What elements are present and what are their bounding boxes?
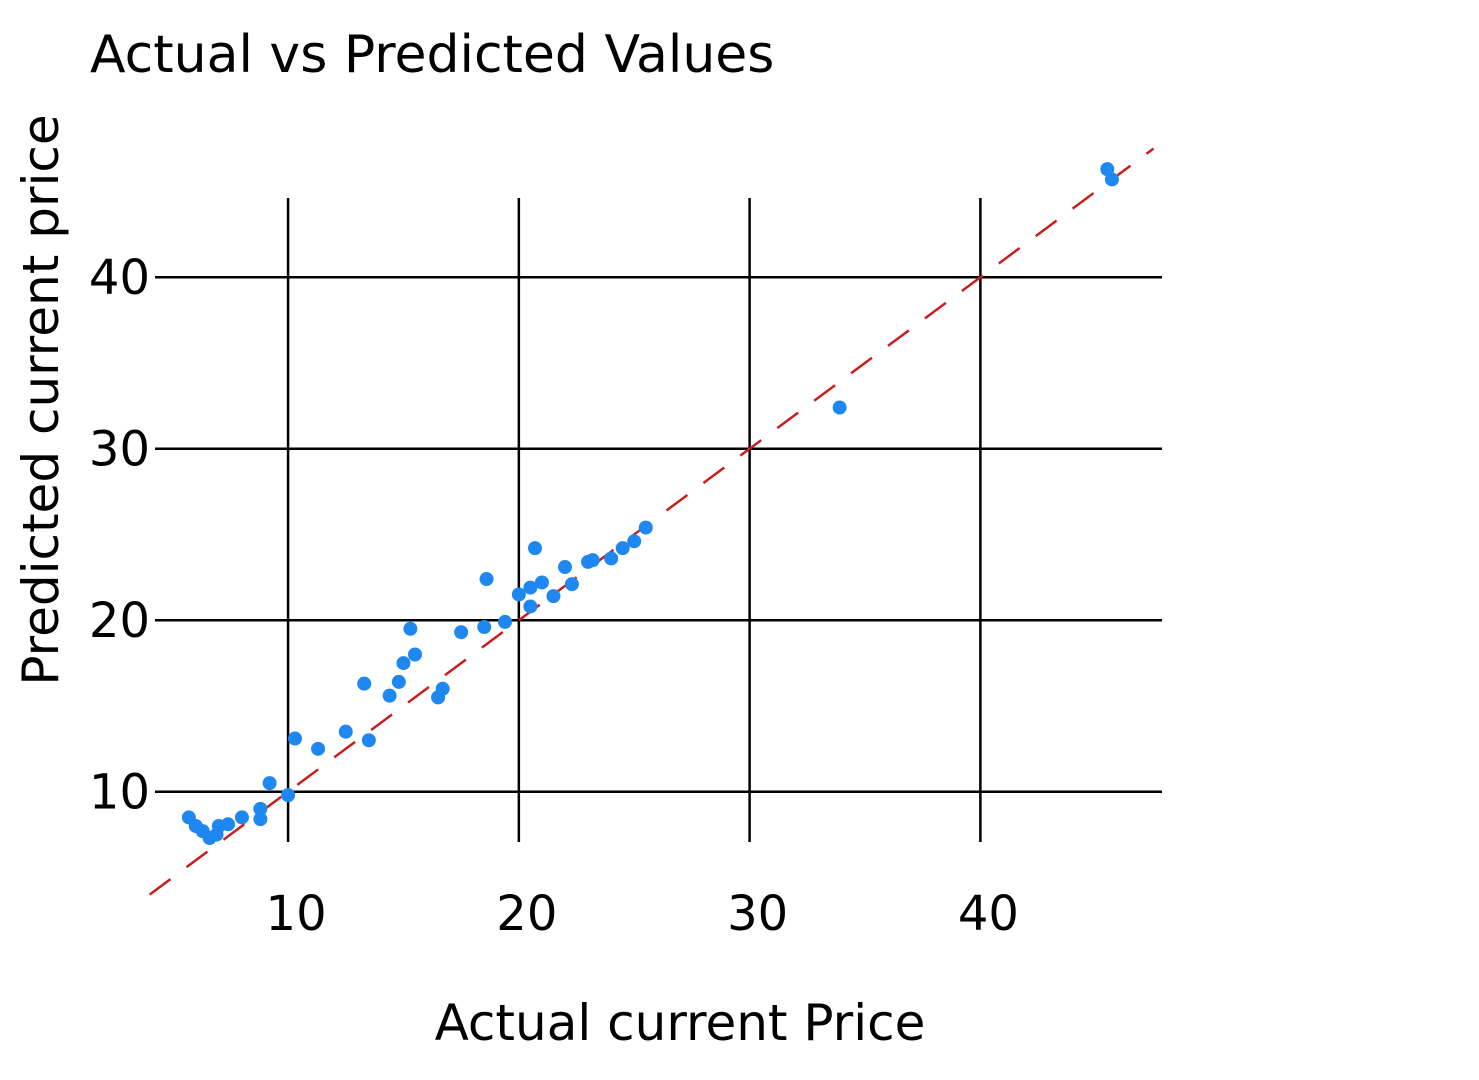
reference-line [148,147,1155,896]
data-point [604,551,619,566]
y-axis-label: Predicted current price [12,114,70,685]
y-gridlines [155,275,1162,793]
x-tick-label-30: 30 [727,886,788,942]
y-tick-label-30: 30 [89,422,150,478]
data-point [1104,172,1119,187]
data-point [361,733,376,748]
data-point [396,656,411,671]
y-tick-label-10: 10 [89,765,150,821]
data-point [454,625,469,640]
x-tick-labels: 10 20 30 40 [266,886,1019,942]
data-point [253,812,268,827]
data-point [511,587,526,602]
y-tick-label-20: 20 [89,593,150,649]
data-point [534,575,549,590]
data-point [523,599,538,614]
data-point [382,688,397,703]
data-point [262,776,277,791]
data-point [477,620,492,635]
data-point [558,560,572,575]
data-point [234,810,249,825]
x-gridlines [286,198,982,842]
data-point [403,621,418,636]
data-point [435,681,450,696]
data-point [221,817,236,832]
x-tick-label-40: 40 [958,886,1019,942]
data-point [528,541,542,556]
data-point [564,577,579,592]
data-point [357,676,372,691]
data-point [546,589,561,604]
data-point [585,553,600,568]
data-point [281,788,296,803]
data-point [288,731,302,746]
data-point [338,724,353,739]
data-point [391,674,406,689]
x-axis-label: Actual current Price [435,994,926,1052]
chart-title: Actual vs Predicted Values [90,25,774,85]
data-point [638,520,653,535]
data-point [832,400,847,415]
data-point [615,541,630,556]
data-point [408,647,422,662]
x-tick-label-20: 20 [496,886,557,942]
data-point [523,580,538,595]
y-tick-labels: 10 20 30 40 [89,250,150,820]
data-point [311,741,326,756]
data-point [627,534,642,549]
data-point [479,572,494,587]
reference-line-layer [148,147,1155,896]
data-points [181,162,1119,845]
data-point [498,614,512,629]
y-tick-label-40: 40 [89,250,150,306]
data-point [253,801,268,816]
x-tick-label-10: 10 [266,886,327,942]
